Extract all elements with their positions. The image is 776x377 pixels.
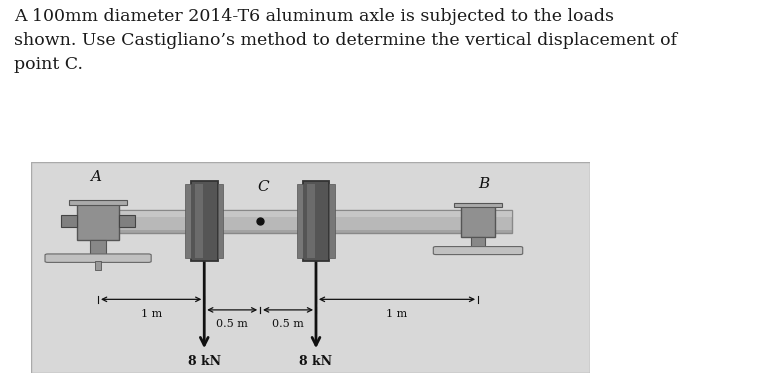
Bar [191, 181, 217, 261]
Bar [119, 215, 135, 227]
Bar [109, 211, 511, 216]
Text: 0.5 m: 0.5 m [217, 319, 248, 329]
Text: B: B [478, 177, 489, 191]
Text: 0.5 m: 0.5 m [272, 319, 304, 329]
Bar [329, 184, 335, 258]
Bar [195, 184, 203, 258]
Bar [69, 199, 127, 205]
Text: A 100mm diameter 2014-T6 aluminum axle is subjected to the loads
shown. Use Cast: A 100mm diameter 2014-T6 aluminum axle i… [14, 8, 677, 73]
Text: 1 m: 1 m [140, 309, 161, 319]
Bar [185, 184, 191, 258]
Bar [217, 184, 223, 258]
Bar [297, 184, 303, 258]
Bar [454, 202, 502, 207]
Bar [109, 210, 511, 233]
Bar [307, 184, 314, 258]
Text: 8 kN: 8 kN [188, 355, 220, 368]
Bar [471, 237, 485, 248]
Bar [95, 261, 102, 270]
Bar [77, 202, 119, 240]
Text: 1 m: 1 m [386, 309, 407, 319]
Bar [461, 205, 495, 237]
FancyBboxPatch shape [433, 247, 523, 254]
Bar [109, 230, 511, 233]
Text: A: A [90, 170, 101, 184]
FancyBboxPatch shape [45, 254, 151, 262]
Bar [90, 240, 106, 255]
Bar [61, 215, 77, 227]
Text: 8 kN: 8 kN [300, 355, 332, 368]
Bar [303, 181, 329, 261]
Text: C: C [257, 181, 268, 195]
